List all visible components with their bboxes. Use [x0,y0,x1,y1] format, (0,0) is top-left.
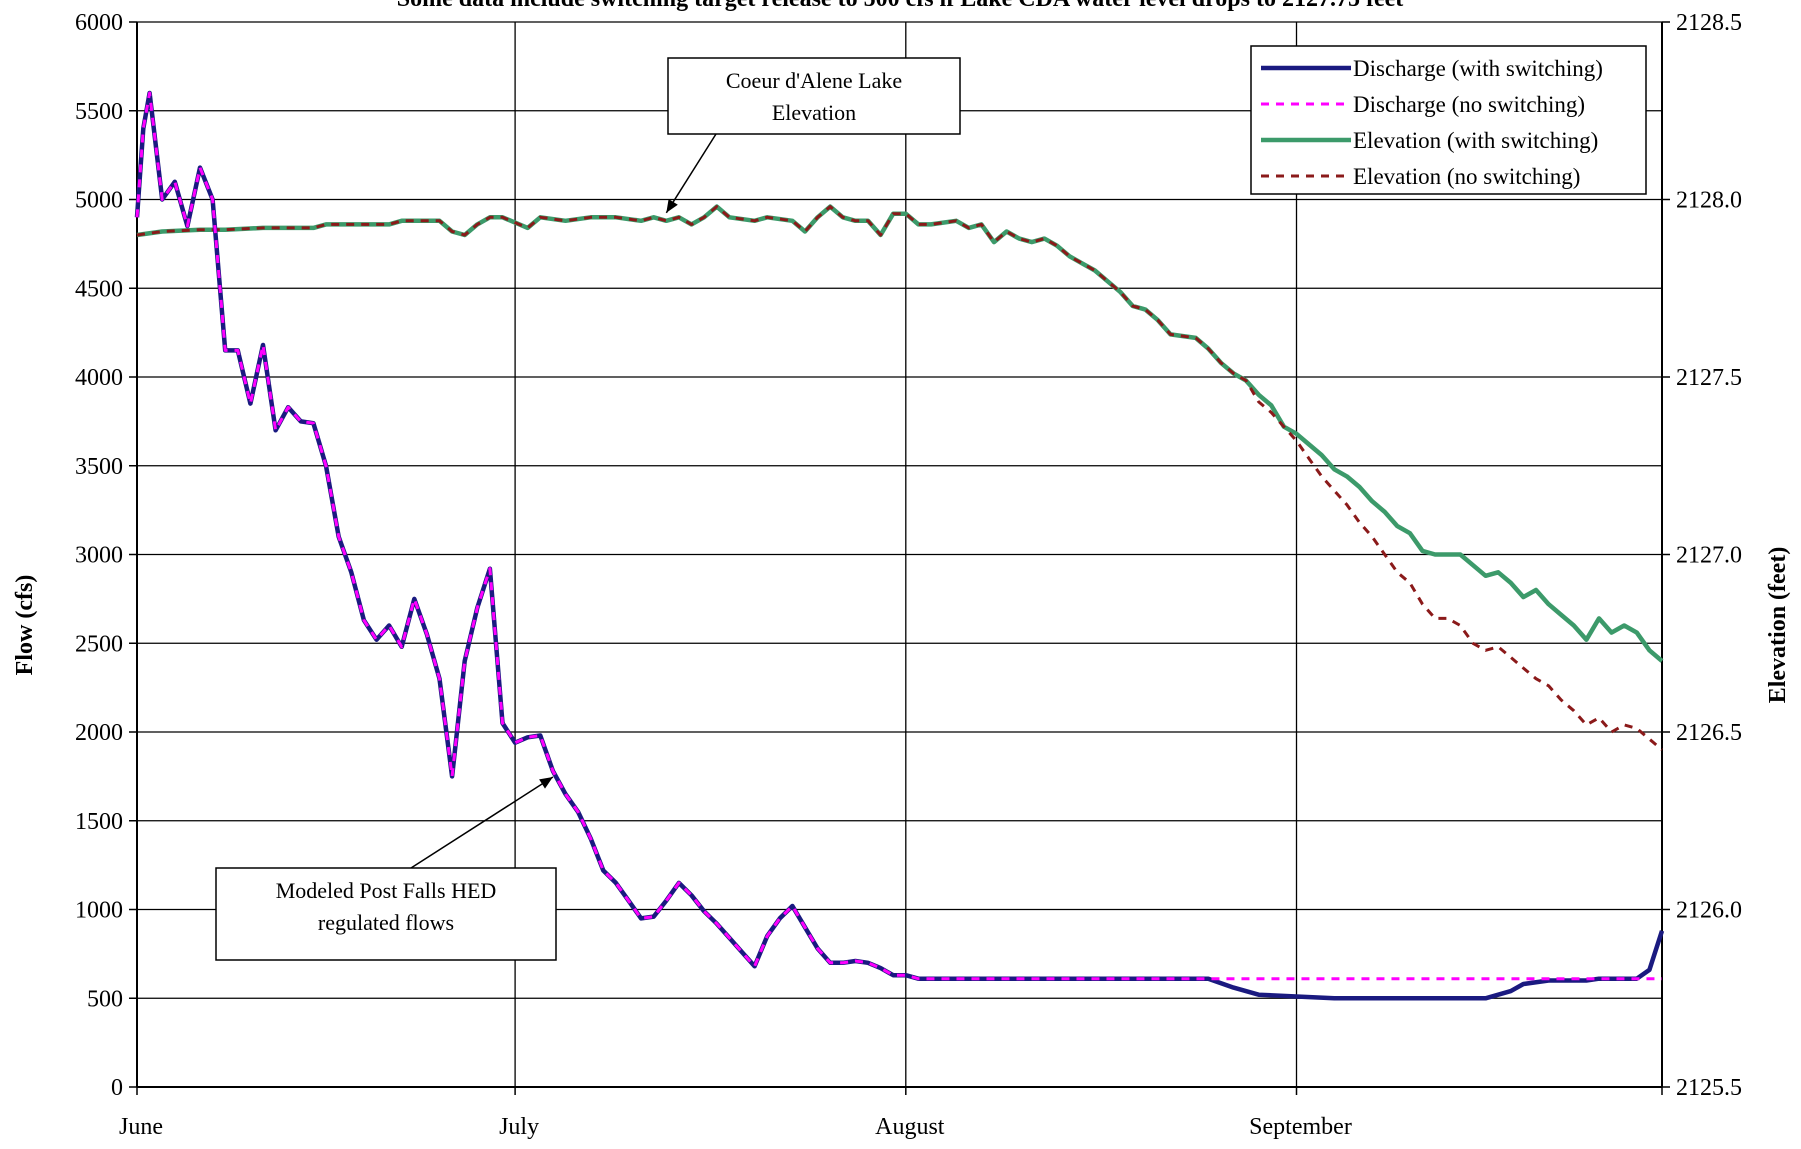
annotation-text: Elevation [772,100,856,125]
annotation-box [667,57,961,135]
x-tick-label: June [119,1114,163,1140]
annotation-text: Modeled Post Falls HED [276,878,497,903]
annotation-text: regulated flows [318,910,454,935]
y-tick-label: 1500 [75,809,123,835]
annotation-arrowhead [539,777,553,789]
y2-tick-label: 2127.5 [1676,365,1742,391]
y2-tick-label: 2128.5 [1676,10,1742,36]
annotation-box [215,867,557,961]
series-line-3 [136,205,1663,751]
axes: 0 500 1000 1500 2000 2500 3000 3500 4000 4500 5000… [75,10,1742,1140]
legend-label: Discharge (no switching) [1353,92,1585,117]
series-lines [134,90,1665,1001]
y-tick-label: 4000 [75,365,123,391]
series-line-1 [135,91,1662,981]
annotation-arrowhead [666,198,678,213]
y-axis-title: Flow (cfs) [12,575,38,676]
legend-label: Elevation (with switching) [1353,128,1598,153]
annotation-text: Coeur d'Alene Lake [726,68,902,93]
y2-tick-label: 2125.5 [1676,1075,1742,1101]
x-tick-label: September [1249,1114,1352,1140]
y-tick-label: 5000 [75,188,123,214]
y-tick-label: 2000 [75,720,123,746]
y-tick-label: 0 [111,1075,123,1101]
legend-label: Discharge (with switching) [1353,56,1603,81]
y-tick-label: 4500 [75,276,123,302]
legend-label: Elevation (no switching) [1353,164,1580,189]
x-tick-label: July [499,1114,539,1140]
legend-box [1250,45,1647,195]
y-tick-label: 3000 [75,543,123,569]
x-tick-label: August [875,1114,945,1140]
y2-tick-label: 2127.0 [1676,543,1742,569]
annotation-arrow [665,133,717,214]
y2-axis-title: Elevation (feet) [1765,547,1791,704]
legend: Discharge (with switching) Discharge (no … [1250,45,1647,195]
chart-title: Some data include switching target relea… [397,0,1404,12]
y-tick-label: 5500 [75,99,123,125]
y2-tick-label: 2126.0 [1676,898,1742,924]
y2-tick-label: 2128.0 [1676,188,1742,214]
y2-tick-label: 2126.5 [1676,720,1742,746]
y-tick-label: 2500 [75,631,123,657]
y-tick-label: 1000 [75,898,123,924]
annotation-arrow [410,776,554,869]
y-tick-label: 6000 [75,10,123,36]
y-tick-label: 500 [87,986,123,1012]
annotations: Coeur d'Alene Lake Elevation Modeled Post … [215,57,961,961]
y-tick-label: 3500 [75,454,123,480]
